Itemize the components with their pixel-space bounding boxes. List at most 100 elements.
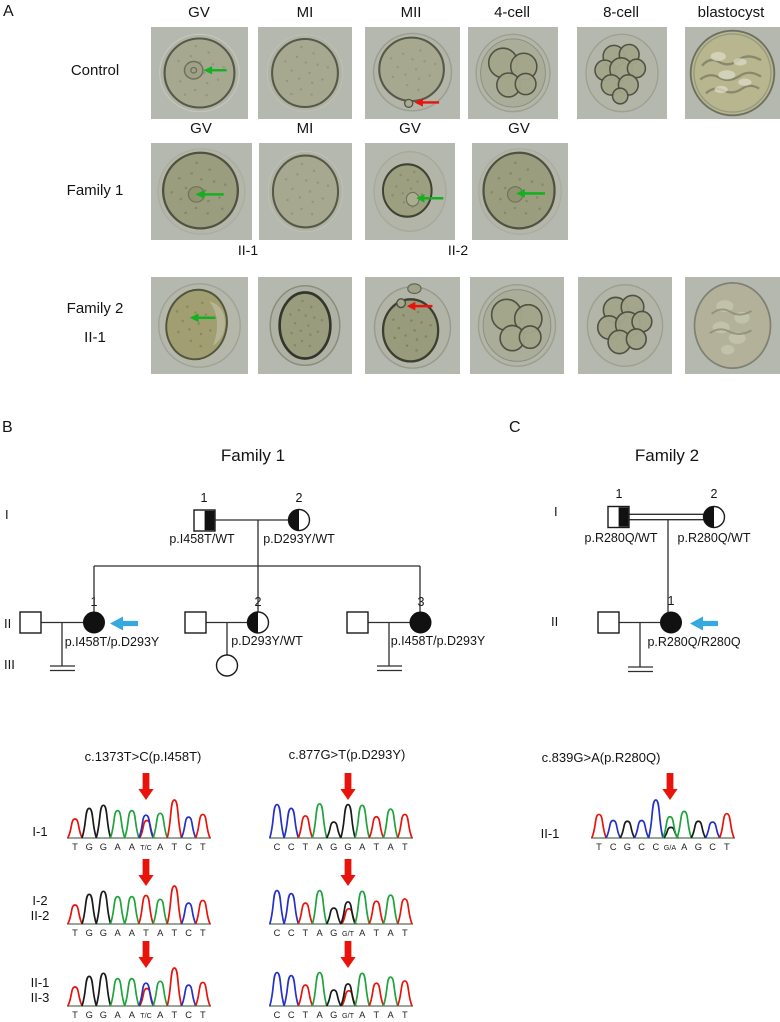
pedigree-female-affected-ii1: [83, 611, 105, 634]
embryo-photo-gv_small: [365, 143, 455, 240]
sequence-letter: A: [387, 842, 394, 852]
sequence-letter: C: [288, 928, 295, 938]
green-arrow: [416, 193, 444, 203]
chromatogram-trace: T C G C C G/A A G C T: [591, 773, 735, 852]
pedigree-family2: [597, 505, 726, 673]
sequence-letter: T: [200, 1010, 206, 1020]
red-arrow: [414, 98, 440, 107]
chromatogram-trace: C C T A G G/T A T A T: [268, 941, 413, 1020]
mutation-label-i458t: c.1373T>C(p.I458T): [84, 749, 202, 764]
sequence-letter: T: [200, 928, 206, 938]
sub-label-ii1: II-1: [237, 242, 259, 258]
green-arrow: [516, 189, 545, 198]
column-label-gv-3: GV: [399, 120, 421, 137]
mutation-label-r280q: c.839G>A(p.R280Q): [541, 750, 661, 765]
column-label-4cell: 4-cell: [494, 4, 530, 21]
individual-number: 3: [417, 595, 425, 609]
sequence-letter: A: [157, 1010, 164, 1020]
sequence-letter: G: [100, 842, 107, 852]
sequence-letter: T: [374, 842, 380, 852]
sequence-letter: T: [303, 928, 309, 938]
pedigree-male-ii2-spouse: [184, 611, 207, 634]
sequence-letter: T/C: [140, 843, 152, 852]
chromatogram-c1373_het: T G G A A T/C A T C T: [64, 938, 214, 1022]
embryo-photo-c4: [470, 277, 564, 374]
proband-arrow: [110, 616, 138, 631]
sequence-letter: A: [129, 1010, 136, 1020]
sequence-letter: G: [86, 842, 93, 852]
sequence-letter: G: [330, 842, 337, 852]
chromatogram-c877_het: C C T A G G/T A T A T: [266, 938, 416, 1022]
chromatogram-c839_het: T C G C C G/A A G C T: [588, 770, 738, 854]
sequence-letter: G: [330, 1010, 337, 1020]
embryo-photo-gv: [151, 27, 248, 119]
variant-arrow: [138, 773, 154, 800]
sequence-letter: A: [114, 928, 121, 938]
variant-arrow: [340, 859, 356, 886]
sub-label-ii2: II-2: [447, 242, 469, 258]
chromatogram-row-label: II-1 II-3: [30, 975, 50, 1005]
sequence-letter: A: [114, 1010, 121, 1020]
sequence-letter: T: [303, 1010, 309, 1020]
embryo-photo-mi: [258, 27, 352, 119]
individual-number: 1: [667, 594, 675, 608]
sequence-letter: C: [274, 1010, 281, 1020]
sequence-letter: C: [638, 842, 645, 852]
embryo-photo-c4: [468, 27, 558, 119]
sequence-letter: A: [387, 1010, 394, 1020]
genotype-label: p.I458T/WT: [169, 532, 235, 546]
pedigree-male-ii1-spouse: [19, 611, 42, 634]
green-arrow: [203, 66, 227, 75]
pedigree-male-ii1-spouse: [597, 611, 620, 634]
sequence-letter: G: [100, 1010, 107, 1020]
sequence-letter: A: [157, 842, 164, 852]
column-label-mii: MII: [400, 4, 422, 21]
panel-letter-c: C: [509, 419, 521, 436]
chromatogram-c877_het: C C T A G G/T A T A T: [266, 856, 416, 940]
chromatogram-c1373_het: T G G A A T/C A T C T: [64, 770, 214, 854]
genotype-label: p.R280Q/WT: [677, 531, 751, 545]
sequence-letter: A: [387, 928, 394, 938]
sequence-letter: A: [316, 1010, 323, 1020]
column-label-gv-4: GV: [508, 120, 530, 137]
sequence-letter: G: [86, 928, 93, 938]
sequence-letter: G: [86, 1010, 93, 1020]
genotype-label: p.D293Y/WT: [231, 634, 303, 648]
sequence-letter: T: [72, 928, 78, 938]
carrier-fill: [703, 506, 714, 528]
sequence-letter: T: [402, 842, 408, 852]
sequence-letter: T: [172, 842, 178, 852]
sequence-letter: A: [359, 1010, 366, 1020]
green-arrow: [195, 190, 224, 199]
sequence-letter: C: [185, 928, 192, 938]
variant-arrow: [138, 859, 154, 886]
row-label-control: Control: [70, 62, 120, 79]
sequence-letter: G: [624, 842, 631, 852]
generation-label-i: I: [554, 504, 558, 519]
sequence-letter: T: [374, 928, 380, 938]
pedigree-family1: [19, 508, 432, 677]
sequence-letter: G/A: [664, 843, 677, 852]
chromatogram-row-label: I-1: [32, 824, 48, 839]
chromatogram-row-label: II-1: [540, 826, 560, 841]
chromatogram-row-label: I-2 II-2: [30, 893, 50, 923]
column-label-mi-2: MI: [296, 120, 314, 137]
sequence-letter: C: [288, 842, 295, 852]
sequence-letter: A: [114, 842, 121, 852]
sequence-letter: C: [274, 928, 281, 938]
genotype-label: p.I458T/p.D293Y: [64, 635, 160, 649]
carrier-fill: [288, 509, 299, 531]
sequence-letter: G/T: [342, 929, 355, 938]
sequence-letter: T: [596, 842, 602, 852]
sequence-letter: T: [374, 1010, 380, 1020]
generation-label-ii: II: [551, 614, 559, 629]
embryo-photo-gv_big: [151, 143, 252, 240]
genotype-label: p.R280Q/WT: [584, 531, 658, 545]
generation-label-ii: II: [4, 616, 12, 631]
sequence-letter: G: [695, 842, 702, 852]
sequence-letter: T: [172, 928, 178, 938]
sequence-letter: C: [652, 842, 659, 852]
sequence-letter: A: [129, 928, 136, 938]
